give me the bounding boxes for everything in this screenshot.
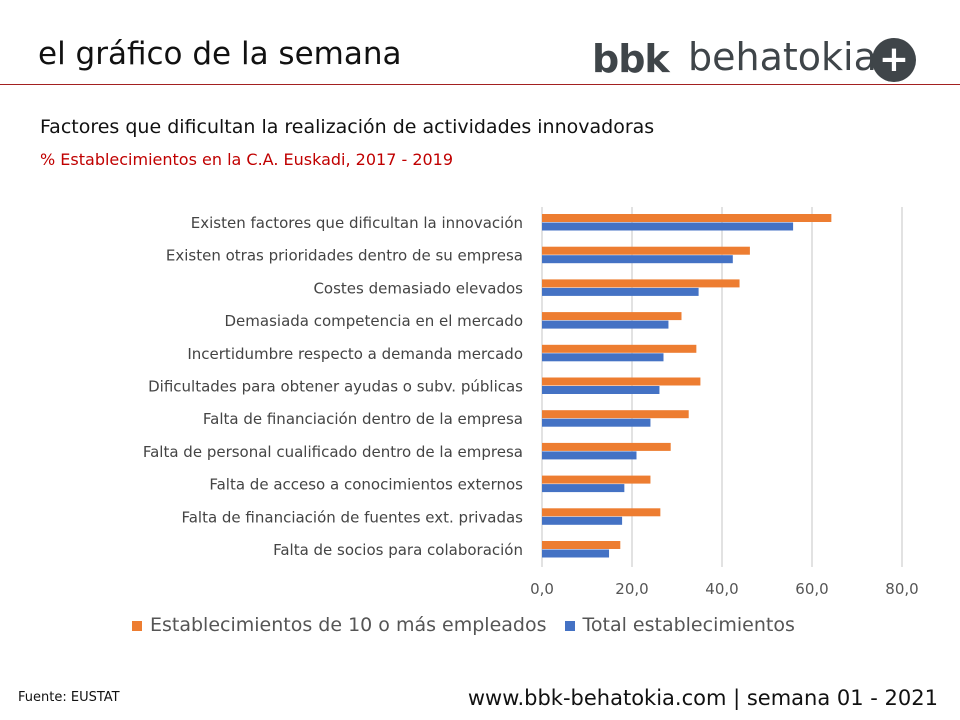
x-tick-label: 60,0 [795, 580, 828, 598]
bar-total [542, 320, 669, 329]
x-tick-label: 20,0 [615, 580, 648, 598]
category-label: Dificultades para obtener ayudas o subv.… [148, 378, 523, 396]
bar-10-plus [542, 377, 701, 386]
legend-label: Total establecimientos [582, 614, 795, 636]
category-label: Falta de personal cualificado dentro de … [143, 443, 523, 461]
category-label: Falta de financiación dentro de la empre… [203, 410, 523, 428]
legend-item-10-plus: Establecimientos de 10 o más empleados [132, 614, 547, 636]
category-label: Existen factores que dificultan la innov… [191, 214, 523, 232]
legend-label: Establecimientos de 10 o más empleados [150, 614, 547, 636]
bar-10-plus [542, 410, 689, 419]
bar-10-plus [542, 508, 661, 517]
source-note: Fuente: EUSTAT [18, 690, 120, 705]
bar-10-plus [542, 442, 671, 451]
chart-title: Factores que dificultan la realización d… [40, 116, 655, 138]
bar-10-plus [542, 541, 621, 549]
bar-10-plus [542, 246, 750, 255]
category-label: Incertidumbre respecto a demanda mercado [187, 345, 523, 363]
bar-total [542, 516, 623, 525]
logo-bbk: bbk [592, 37, 670, 81]
x-tick-label: 40,0 [705, 580, 738, 598]
logo-plus-icon: + [872, 38, 916, 82]
header-divider [0, 84, 960, 85]
bar-10-plus [542, 475, 651, 484]
category-label: Falta de acceso a conocimientos externos [209, 476, 523, 494]
bar-total [542, 353, 664, 362]
footer-site: www.bbk-behatokia.com | semana 01 - 2021 [467, 686, 938, 710]
bar-10-plus [542, 344, 697, 353]
category-label: Falta de financiación de fuentes ext. pr… [181, 508, 523, 526]
bar-10-plus [542, 279, 740, 288]
page-title: el gráfico de la semana [38, 36, 402, 72]
x-tick-label: 0,0 [530, 580, 554, 598]
bar-total [542, 418, 651, 427]
bar-total [542, 287, 699, 296]
bar-total [542, 484, 625, 493]
bar-10-plus [542, 312, 682, 321]
logo-behatokia: behatokia [688, 35, 877, 79]
bar-total [542, 549, 610, 558]
bar-total [542, 386, 660, 394]
bar-10-plus [542, 214, 832, 222]
category-label: Existen otras prioridades dentro de su e… [166, 247, 523, 265]
legend-swatch-orange [132, 621, 142, 631]
x-tick-label: 80,0 [885, 580, 918, 598]
bar-total [542, 451, 637, 460]
category-label: Costes demasiado elevados [313, 279, 523, 297]
legend-swatch-blue [564, 621, 575, 631]
legend-item-total: Total establecimientos [564, 614, 795, 636]
bar-total [542, 255, 733, 264]
category-label: Falta de socios para colaboración [273, 541, 523, 559]
bar-total [542, 222, 794, 231]
chart-subtitle: % Establecimientos en la C.A. Euskadi, 2… [40, 150, 454, 169]
category-label: Demasiada competencia en el mercado [225, 312, 524, 330]
legend: Establecimientos de 10 o más empleados T… [132, 614, 795, 636]
